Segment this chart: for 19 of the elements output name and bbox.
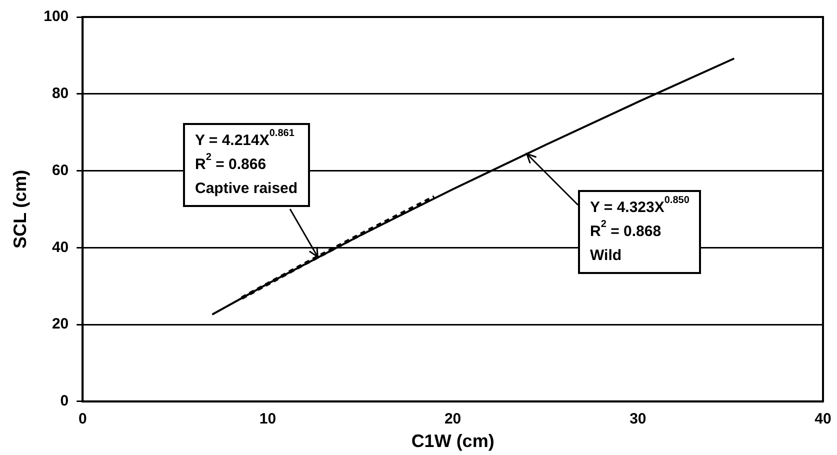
- x-tick-label: 0: [78, 410, 87, 428]
- x-tick-label: 20: [444, 410, 462, 428]
- x-tick-label: 30: [630, 410, 646, 428]
- x-tick-label: 40: [814, 410, 832, 428]
- annotation: Wild: [590, 246, 623, 266]
- annotation: R$^{2}$ = 0.866: [195, 152, 268, 175]
- y-tick-label: 60: [52, 162, 69, 179]
- y-tick-label: 100: [44, 8, 69, 26]
- y-tick-label: 20: [52, 316, 69, 333]
- y-axis-title: SCL (cm): [10, 170, 30, 249]
- annotation: Captive raised: [195, 179, 298, 199]
- annotation: Y = 4.323X$^{0.850}$: [590, 195, 690, 218]
- x-axis-title: C1W (cm): [411, 431, 494, 452]
- annotation: Y = 4.214X$^{0.861}$: [195, 128, 296, 151]
- x-tick-label: 10: [259, 410, 276, 428]
- annotation: R$^{2}$ = 0.868: [590, 219, 662, 242]
- y-tick-label: 0: [60, 392, 69, 410]
- y-tick-label: 80: [52, 85, 69, 102]
- y-tick-label: 40: [52, 238, 69, 256]
